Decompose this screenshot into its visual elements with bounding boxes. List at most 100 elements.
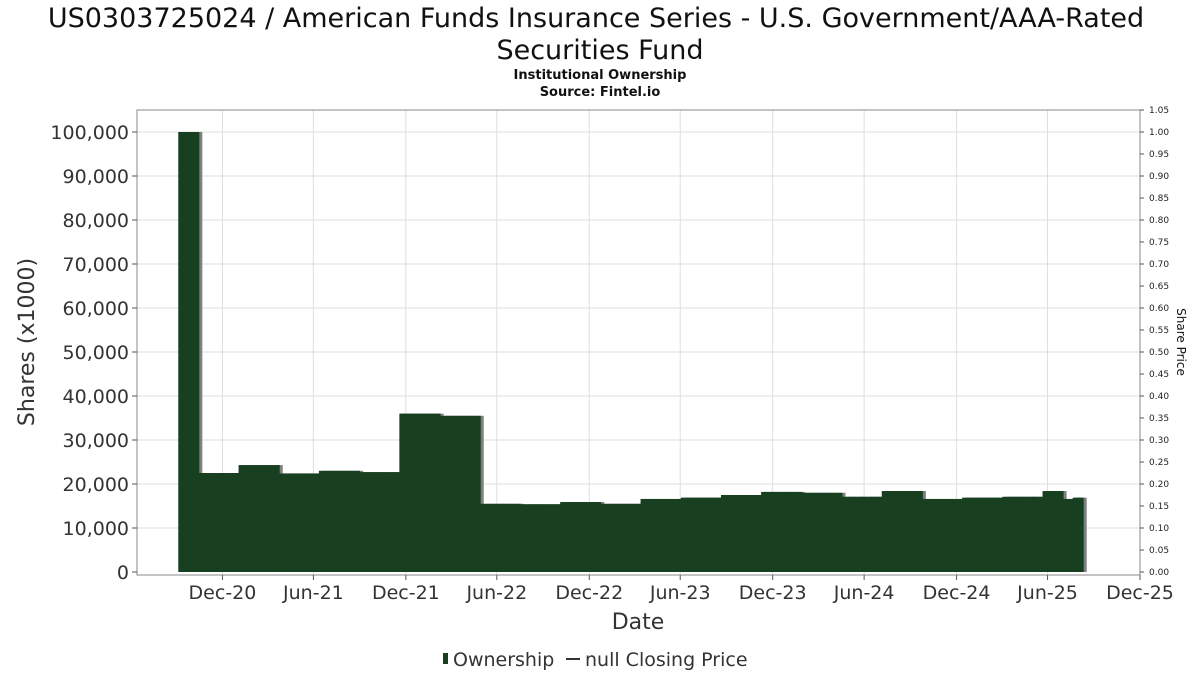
y-tick-label: 90,000 (63, 166, 129, 188)
bar-fill (1062, 498, 1074, 572)
bar (1022, 496, 1037, 572)
bar-fill (580, 502, 592, 572)
bar (288, 473, 303, 572)
bar-fill (499, 503, 511, 572)
y2-axis-label: Share Price (1174, 308, 1188, 376)
bar-fill (389, 472, 401, 572)
bar (218, 473, 233, 572)
bar (680, 497, 695, 572)
x-tick-label: Dec-20 (189, 582, 257, 604)
y2-tick-label: 0.50 (1149, 348, 1169, 358)
bar-fill (871, 496, 883, 572)
bar (640, 498, 655, 572)
bar-fill (519, 504, 531, 572)
y-tick-label: 50,000 (63, 342, 129, 364)
bar-fill (1022, 496, 1034, 572)
bar (650, 498, 665, 572)
bar-fill (731, 495, 743, 572)
bar (761, 491, 776, 572)
bar (982, 497, 997, 572)
bar-fill (509, 503, 521, 572)
bar-fill (801, 492, 813, 572)
bar (851, 496, 866, 572)
bar-fill (861, 496, 873, 572)
x-tick-label: Dec-23 (739, 582, 807, 604)
bar (469, 415, 484, 572)
bar (318, 470, 333, 572)
bar-fill (670, 498, 682, 572)
bar (771, 491, 786, 572)
bar-fill (841, 496, 853, 572)
bar-fill (1042, 491, 1054, 572)
bar (308, 473, 323, 572)
bar-fill (881, 491, 893, 572)
bar-fill (931, 498, 943, 572)
bar (1052, 491, 1067, 572)
legend-price-label: null Closing Price (585, 649, 748, 671)
bar-fill (942, 498, 954, 572)
bar-fill (359, 472, 371, 572)
bar-fill (238, 465, 250, 572)
bar-fill (560, 502, 572, 572)
bar (389, 472, 404, 572)
y2-tick-label: 0.55 (1149, 326, 1169, 336)
bar-fill (570, 502, 582, 572)
x-tick-label: Jun-21 (282, 582, 344, 604)
bar-fill (198, 473, 210, 572)
bar (258, 465, 273, 572)
bar (329, 470, 344, 572)
bars (178, 132, 1087, 572)
bar-fill (178, 132, 190, 572)
y2-tick-label: 0.60 (1149, 304, 1169, 314)
bar (540, 504, 555, 572)
bar-fill (429, 413, 441, 572)
bar (972, 497, 987, 572)
bar (208, 473, 223, 572)
y2-tick-label: 0.30 (1149, 436, 1169, 446)
bar (821, 492, 836, 572)
x-axis-label: Date (612, 610, 665, 635)
legend: Ownership null Closing Price (443, 649, 748, 671)
bar (690, 497, 705, 572)
bar-fill (530, 504, 542, 572)
bar-fill (339, 470, 351, 572)
bar (369, 472, 384, 572)
bar (992, 497, 1007, 572)
bar-fill (329, 470, 341, 572)
bar (751, 495, 766, 572)
bar (620, 503, 635, 572)
bar-fill (791, 491, 803, 572)
bar (911, 491, 926, 572)
bar (409, 413, 424, 572)
bar-fill (710, 497, 722, 572)
bar (791, 491, 806, 572)
bar (720, 495, 735, 572)
y-tick-label: 100,000 (50, 122, 129, 144)
y2-tick-label: 1.05 (1149, 106, 1169, 116)
bar (248, 465, 263, 572)
bar-fill (1072, 497, 1084, 572)
bar-fill (600, 503, 612, 572)
bar-fill (248, 465, 260, 572)
bar-fill (962, 497, 974, 572)
y2-tick-label: 0.70 (1149, 260, 1169, 270)
bar-fill (952, 498, 964, 572)
y-axis-label: Shares (x1000) (15, 258, 40, 426)
bar (841, 496, 856, 572)
bar (419, 413, 434, 572)
bar (238, 465, 253, 572)
y-tick-label: 60,000 (63, 298, 129, 320)
bar-fill (751, 495, 763, 572)
x-tick-label: Jun-22 (465, 582, 527, 604)
bar (178, 132, 193, 572)
bar-fill (700, 497, 712, 572)
bar-fill (550, 504, 562, 572)
bar-fill (419, 413, 431, 572)
bar-fill (439, 415, 451, 572)
bar (942, 498, 957, 572)
bar (861, 496, 876, 572)
bar-fill (590, 502, 602, 572)
bar (459, 415, 474, 572)
bar (831, 492, 846, 572)
